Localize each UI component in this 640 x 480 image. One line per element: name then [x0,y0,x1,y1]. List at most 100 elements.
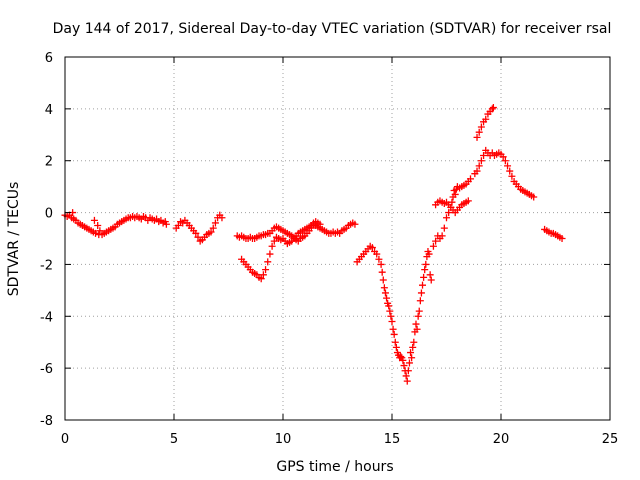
data-point [480,152,488,160]
data-point [387,312,395,320]
data-point [482,115,490,123]
data-point [403,377,411,385]
data-point [477,123,485,131]
data-point [351,220,359,228]
data-point [402,372,410,380]
data-point [389,325,397,333]
data-point [488,105,496,113]
data-point [504,162,512,170]
data-point [378,268,386,276]
y-tick-label: -4 [40,310,53,325]
y-tick-label: 6 [45,51,53,66]
data-point [96,227,104,235]
data-point [392,343,400,351]
data-point [381,289,389,297]
x-axis-label: GPS time / hours [276,459,393,475]
x-tick-label: 20 [493,432,510,447]
y-tick-label: -8 [40,414,53,429]
x-tick-label: 15 [384,432,401,447]
data-points [61,104,566,385]
data-point [432,237,440,245]
data-point [404,367,412,375]
data-point [466,175,474,183]
data-point [473,167,481,175]
chart-title: Day 144 of 2017, Sidereal Day-to-day VTE… [53,21,612,37]
data-point [407,349,415,357]
data-point [422,260,430,268]
data-point [420,273,428,281]
y-tick-label: -2 [40,258,53,273]
data-point [443,214,450,222]
data-point [259,271,267,279]
data-point [174,222,182,230]
data-point [464,197,472,205]
data-point [427,276,435,284]
data-point [399,356,407,364]
y-tick-label: 2 [45,155,53,170]
data-point [440,224,448,232]
data-point [489,104,497,112]
data-point [408,354,416,362]
data-point [397,352,405,360]
data-point [421,266,429,274]
data-point [307,224,315,232]
data-point [380,284,388,292]
grid [65,57,610,420]
plot-frame [64,56,611,421]
data-point [417,289,425,297]
data-point [368,244,376,252]
data-point [429,242,437,250]
data-point [475,128,483,136]
y-tick-label: 0 [45,207,53,222]
data-point [558,235,566,242]
data-point [391,338,399,346]
data-point [400,362,408,370]
data-point [272,233,280,241]
data-point [209,224,217,232]
data-point [419,281,427,289]
data-point [257,275,265,283]
data-point [194,233,202,241]
data-point [410,338,418,346]
axis-ticks: 0 5 10 15 20 25 -8 -6 -4 -2 0 2 4 6 [40,51,618,447]
x-tick-label: 0 [61,432,69,447]
data-point [451,190,459,198]
data-point [377,260,385,268]
data-point [475,162,483,170]
x-tick-label: 25 [602,432,619,447]
data-point [413,325,421,333]
data-point [211,219,219,227]
data-point [264,258,272,266]
data-point [379,276,387,284]
data-point [508,172,516,180]
y-tick-label: -6 [40,362,53,377]
data-point [530,193,538,201]
data-point [218,214,226,222]
y-tick-label: 4 [45,103,53,118]
y-axis-label: SDTVAR / TECUs [6,182,22,297]
data-point [477,157,485,165]
data-point [473,133,481,141]
data-point [373,250,381,258]
data-point [162,220,170,228]
data-point [499,153,507,161]
data-point [426,271,434,279]
data-point [192,229,200,237]
data-point [425,250,433,258]
data-point [207,228,215,236]
data-point [414,312,422,320]
data-point [375,255,383,263]
x-tick-label: 10 [275,432,292,447]
data-point [415,307,423,315]
x-tick-label: 5 [170,432,178,447]
data-point [405,359,413,367]
data-point [416,297,424,305]
data-point [409,343,417,351]
data-point [445,209,453,217]
data-point [386,307,394,315]
data-point [270,237,278,245]
data-point [501,157,509,165]
data-point [390,330,398,338]
data-point [316,220,324,228]
data-point [90,216,98,224]
